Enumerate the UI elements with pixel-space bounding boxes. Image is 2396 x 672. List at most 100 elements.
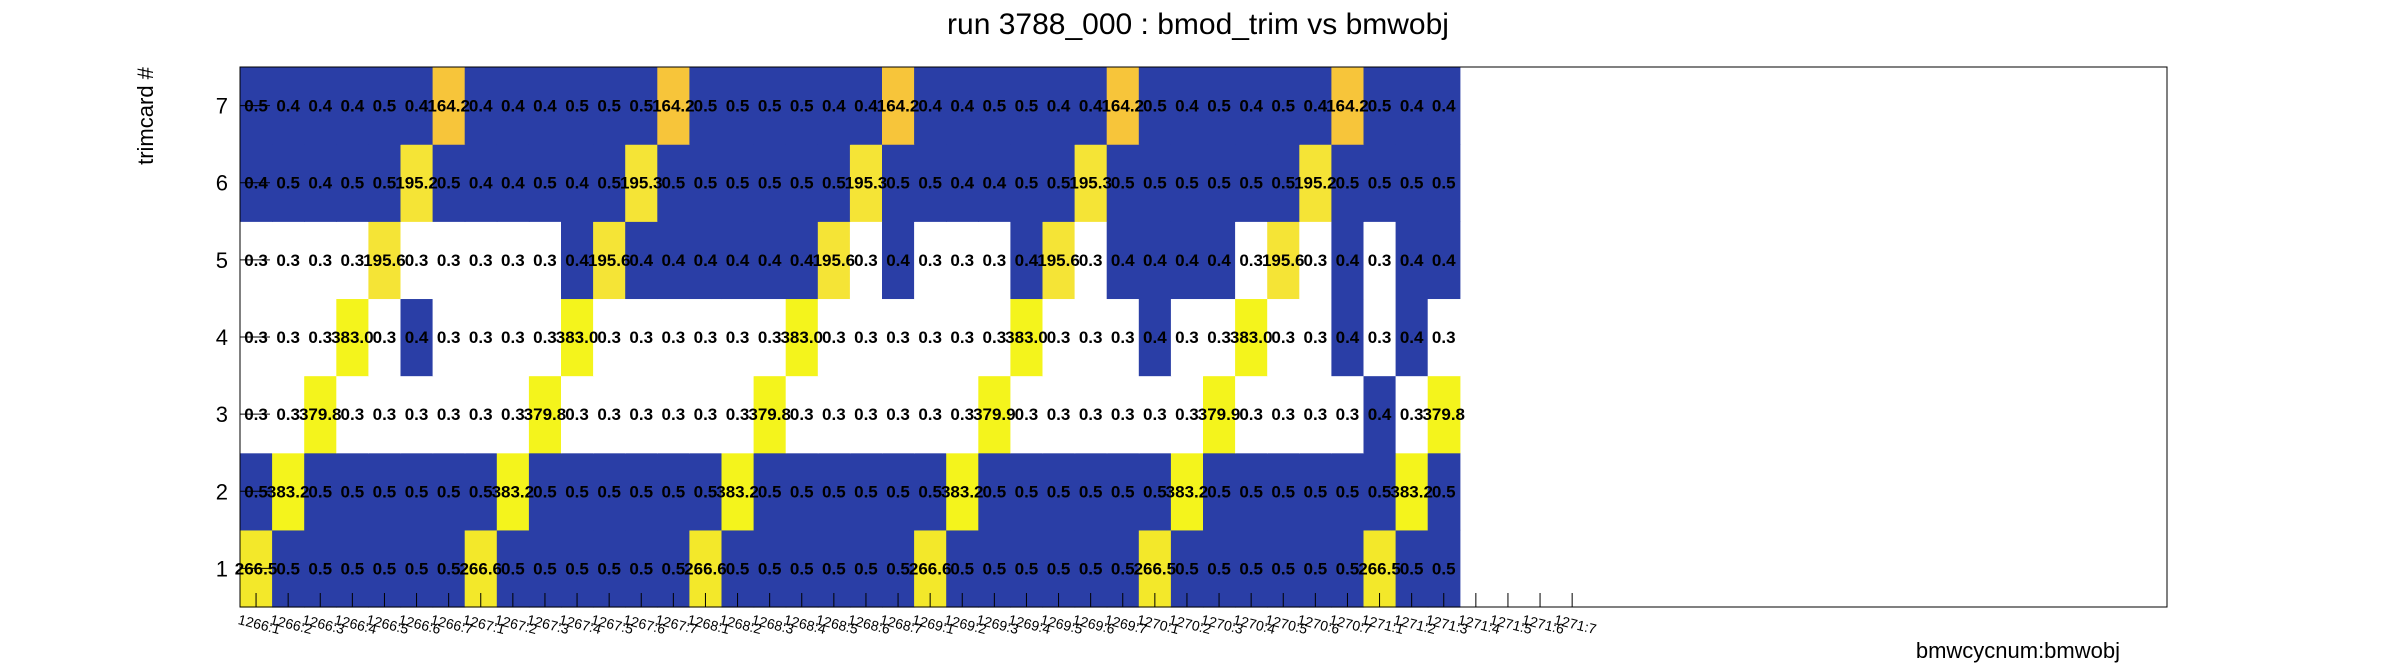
heatmap-cell <box>593 375 626 454</box>
heatmap-cell <box>817 452 851 531</box>
cell-value-label: 0.5 <box>1368 174 1392 193</box>
cell-value-label: 0.3 <box>1111 328 1135 347</box>
cell-value-label: 0.4 <box>565 251 589 270</box>
heatmap-cell <box>882 144 915 222</box>
cell-value-label: 0.5 <box>1304 482 1328 501</box>
heatmap-cell <box>1331 298 1365 377</box>
cell-value-label: 0.5 <box>341 559 365 578</box>
cell-value-label: 0.3 <box>758 328 782 347</box>
cell-value-label: 0.5 <box>437 482 461 501</box>
heatmap-cell <box>1203 67 1236 145</box>
cell-value-label: 195.3 <box>1069 174 1112 193</box>
heatmap-cell <box>1427 298 1461 377</box>
cell-value-label: 195.6 <box>1262 251 1305 270</box>
heatmap-cell <box>272 221 305 300</box>
heatmap-cell <box>753 452 787 531</box>
heatmap-cell <box>1203 452 1236 531</box>
heatmap-cell <box>464 298 498 377</box>
cell-value-label: 0.5 <box>1175 559 1199 578</box>
heatmap-cell <box>593 298 626 377</box>
cell-value-label: 0.3 <box>565 405 589 424</box>
heatmap-cell <box>1010 375 1044 454</box>
cell-value-label: 0.3 <box>533 328 557 347</box>
heatmap-cell <box>657 298 690 377</box>
cell-value-label: 0.3 <box>1304 328 1328 347</box>
heatmap-cell <box>400 67 434 145</box>
heatmap-cell <box>1235 67 1268 145</box>
cell-value-label: 0.4 <box>308 174 332 193</box>
y-tick-label: 4 <box>216 325 228 350</box>
heatmap-cell <box>368 452 402 531</box>
heatmap-cell <box>496 67 530 145</box>
cell-value-label: 0.5 <box>1207 97 1231 116</box>
cell-value-label: 0.4 <box>1400 328 1424 347</box>
cell-value-label: 0.3 <box>437 328 461 347</box>
cell-value-label: 0.5 <box>1111 559 1135 578</box>
cell-value-label: 0.5 <box>886 482 910 501</box>
heatmap-cell <box>1203 221 1236 300</box>
heatmap-cell <box>400 298 434 377</box>
cell-value-label: 0.3 <box>469 405 493 424</box>
cell-value-label: 266.6 <box>909 559 952 578</box>
cell-value-label: 0.4 <box>1432 251 1456 270</box>
cell-value-label: 0.3 <box>918 328 942 347</box>
heatmap-cell <box>1203 375 1236 454</box>
heatmap-cell <box>336 298 369 377</box>
cell-value-label: 0.3 <box>1175 405 1199 424</box>
cell-value-label: 0.5 <box>533 174 557 193</box>
heatmap-cell <box>272 375 305 454</box>
cell-value-label: 0.5 <box>662 174 686 193</box>
cell-value-label: 383.0 <box>556 328 599 347</box>
cell-value-label: 383.2 <box>716 482 759 501</box>
heatmap-cell <box>1267 375 1300 454</box>
heatmap-cell <box>496 298 530 377</box>
heatmap-cell <box>1395 221 1429 300</box>
cell-value-label: 0.4 <box>1304 97 1328 116</box>
cell-value-label: 0.3 <box>469 251 493 270</box>
heatmap-cell <box>368 298 402 377</box>
heatmap-cell <box>528 67 562 145</box>
cell-value-label: 0.3 <box>822 405 846 424</box>
heatmap-cell <box>721 375 755 454</box>
cell-value-label: 0.5 <box>822 174 846 193</box>
cell-value-label: 0.5 <box>1047 482 1071 501</box>
cell-value-label: 0.5 <box>1271 174 1295 193</box>
heatmap-cell <box>1267 452 1300 531</box>
heatmap-cell <box>1106 221 1140 300</box>
heatmap-cell <box>914 144 947 222</box>
heatmap-cell <box>914 375 947 454</box>
heatmap-cell <box>1363 375 1397 454</box>
cell-value-label: 0.3 <box>1047 405 1071 424</box>
cell-value-label: 0.3 <box>1239 251 1263 270</box>
cell-value-label: 0.4 <box>758 251 782 270</box>
heatmap-cell <box>1427 375 1461 454</box>
heatmap-cell <box>1138 298 1172 377</box>
cell-value-label: 0.4 <box>726 251 750 270</box>
cell-value-label: 0.3 <box>726 405 750 424</box>
heatmap-cell <box>272 452 305 531</box>
cell-value-label: 266.6 <box>459 559 502 578</box>
cell-value-label: 0.5 <box>758 559 782 578</box>
heatmap-cell <box>432 452 466 531</box>
cell-value-label: 0.4 <box>533 97 557 116</box>
cell-value-label: 383.2 <box>267 482 310 501</box>
cell-value-label: 0.3 <box>662 328 686 347</box>
heatmap-cell <box>432 67 466 145</box>
heatmap-cell <box>1363 67 1397 145</box>
heatmap-cell <box>1106 144 1140 222</box>
heatmap-cell <box>1395 375 1429 454</box>
cell-value-label: 0.3 <box>726 328 750 347</box>
heatmap-cell <box>1331 375 1365 454</box>
cell-value-label: 0.5 <box>726 559 750 578</box>
cell-value-label: 0.5 <box>565 97 589 116</box>
heatmap-cell <box>432 144 466 222</box>
heatmap-cell <box>753 298 787 377</box>
cell-value-label: 0.3 <box>373 405 397 424</box>
heatmap-cell <box>464 144 498 222</box>
cell-value-label: 379.8 <box>524 405 567 424</box>
cell-value-label: 0.5 <box>694 97 718 116</box>
cell-value-label: 0.3 <box>1271 328 1295 347</box>
heatmap-cell <box>1170 452 1204 531</box>
cell-value-label: 0.4 <box>1111 251 1135 270</box>
